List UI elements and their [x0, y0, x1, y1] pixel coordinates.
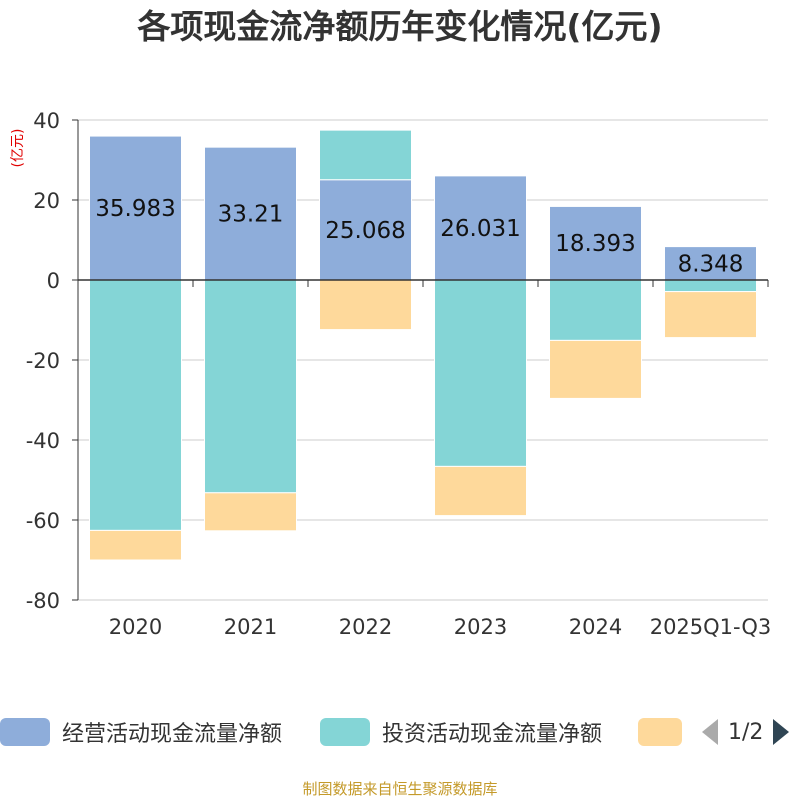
bar-series1-2020[interactable]	[89, 279, 182, 531]
y-tick-label: -60	[26, 509, 60, 533]
axes: 40 20 0 -20 -40 -60 -80 2020 2021 2022 2023 2024 202…	[26, 109, 772, 639]
data-label: 8.348	[678, 251, 744, 277]
next-page-icon[interactable]	[771, 718, 791, 746]
prev-page-icon[interactable]	[700, 718, 720, 746]
x-tick-label: 2021	[224, 615, 277, 639]
legend-label-investing: 投资活动现金流量净额	[382, 722, 603, 747]
legend-pager: 1/2	[700, 712, 791, 752]
y-axis-label: (亿元)	[10, 129, 26, 168]
bars	[89, 129, 757, 561]
bar-series0-2025Q1-Q3[interactable]	[664, 246, 757, 281]
bar-series2-2020[interactable]	[89, 529, 182, 561]
x-tick-label: 2022	[339, 615, 392, 639]
bar-series2-2024[interactable]	[549, 339, 642, 399]
bar-series2-2021[interactable]	[204, 492, 297, 532]
y-tick-label: -20	[26, 349, 60, 373]
data-label: 35.983	[95, 196, 175, 222]
bar-series1-2025Q1-Q3[interactable]	[664, 279, 757, 293]
data-labels: 35.983 33.21 25.068 26.031 18.393 8.348	[95, 196, 743, 277]
cash-flow-chart: 40 20 0 -20 -40 -60 -80 2020 2021 2022 2023 2024 202…	[10, 109, 772, 639]
bar-series1-2024[interactable]	[549, 279, 642, 341]
legend-swatch-operating	[0, 718, 50, 746]
x-tick-label: 2023	[454, 615, 507, 639]
bar-series2-2022[interactable]	[319, 279, 412, 331]
y-tick-label: -80	[26, 589, 60, 613]
bar-series1-2021[interactable]	[204, 279, 297, 494]
bar-series1-2022[interactable]	[319, 129, 412, 181]
data-label: 33.21	[218, 202, 284, 228]
x-tick-label: 2020	[109, 615, 162, 639]
y-tick-label: 0	[47, 269, 60, 293]
legend: 经营活动现金流量净额 投资活动现金流量净额	[0, 712, 800, 752]
chart-title: 各项现金流净额历年变化情况(亿元)	[137, 7, 663, 46]
legend-label-operating: 经营活动现金流量净额	[62, 722, 283, 747]
legend-swatch-financing	[638, 718, 682, 746]
x-tick-label: 2025Q1-Q3	[650, 615, 772, 639]
y-tick-label: 20	[33, 189, 60, 213]
x-tick-label: 2024	[569, 615, 622, 639]
data-source-note: 制图数据来自恒生聚源数据库	[302, 780, 498, 798]
bar-series2-2023[interactable]	[434, 465, 527, 517]
data-label: 18.393	[555, 231, 635, 257]
gridlines	[78, 119, 768, 601]
y-tick-label: -40	[26, 429, 60, 453]
legend-page-indicator: 1/2	[728, 719, 764, 745]
legend-item-investing[interactable]: 投资活动现金流量净额	[320, 712, 602, 752]
legend-item-operating[interactable]: 经营活动现金流量净额	[0, 712, 282, 752]
legend-item-financing[interactable]	[638, 712, 694, 752]
data-label: 25.068	[325, 218, 405, 244]
legend-swatch-investing	[320, 718, 370, 746]
y-tick-label: 40	[33, 109, 60, 133]
bar-series2-2025Q1-Q3[interactable]	[664, 291, 757, 339]
data-label: 26.031	[440, 216, 520, 242]
bar-series1-2023[interactable]	[434, 279, 527, 467]
bar-series0-2020[interactable]	[89, 135, 182, 281]
